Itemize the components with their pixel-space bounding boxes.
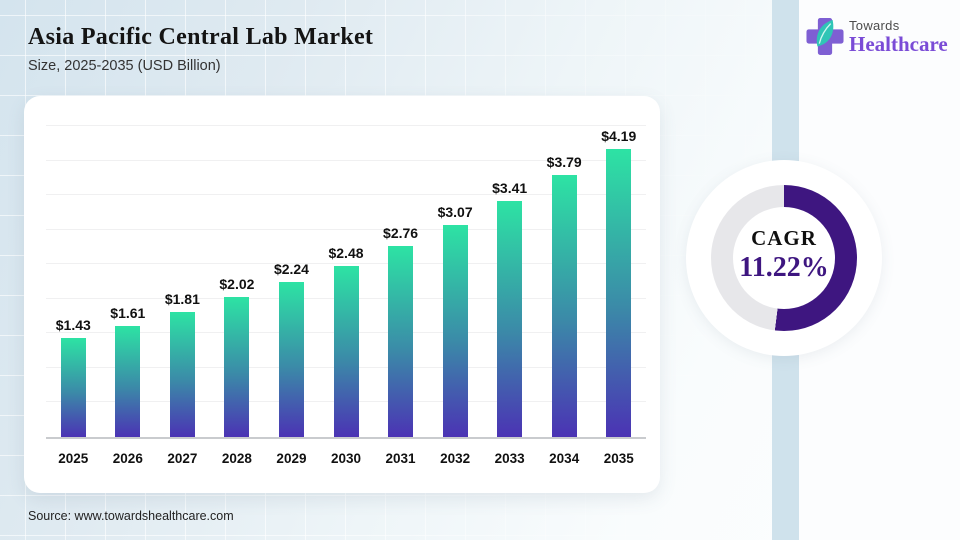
bar-column: $1.61 2026 [101,128,156,466]
bar-column: $3.79 2034 [537,128,592,466]
chart-card: $1.43 2025 $1.61 2026 $1.81 2027 $2.02 2028 $2.2… [24,96,660,493]
bar [60,338,86,437]
bar-columns: $1.43 2025 $1.61 2026 $1.81 2027 $2.02 2028 $2.2… [46,128,646,466]
bar-value-label: $3.41 [492,180,528,197]
bar-value-label: $2.76 [383,225,419,242]
x-axis-tick-label: 2027 [167,451,198,466]
bar [115,325,141,437]
bar-column: $3.07 2032 [428,128,483,466]
bar-value-label: $3.07 [437,203,473,220]
x-axis-tick-label: 2031 [385,451,416,466]
x-axis-tick-label: 2025 [58,451,89,466]
bar [224,297,250,437]
x-axis-tick-label: 2033 [494,451,525,466]
bar-value-label: $3.79 [546,154,582,171]
cagr-text-block: CAGR 11.22% [686,157,882,353]
x-axis-tick-label: 2035 [603,451,634,466]
gridline [46,228,646,230]
bar [606,149,632,437]
bar [333,265,359,437]
gridline [46,194,646,196]
bar [497,201,523,437]
bar-column: $3.41 2033 [482,128,537,466]
gridline [46,263,646,265]
header: Asia Pacific Central Lab Market Size, 20… [28,24,373,74]
bar [278,282,304,437]
bar-column: $2.02 2028 [210,128,265,466]
brand-logo: Towards Healthcare [806,15,948,57]
bar [169,311,195,437]
cagr-donut: CAGR 11.22% [686,160,882,356]
bar-value-label: $1.81 [164,290,200,307]
brand-name-top: Towards [849,18,900,33]
cagr-label: CAGR [751,226,817,250]
bar-value-label: $2.02 [219,276,255,293]
x-axis-tick-label: 2029 [276,451,307,466]
bar-value-label: $1.43 [55,317,91,334]
bar-column: $1.81 2027 [155,128,210,466]
bar [388,246,414,437]
bar-value-label: $4.19 [601,128,637,144]
gridline [46,159,646,161]
brand-name-bottom: Healthcare [849,32,948,56]
page-subtitle: Size, 2025-2035 (USD Billion) [28,58,221,74]
source-text: Source: www.towardshealthcare.com [28,509,234,523]
gridline [46,125,646,126]
cagr-value: 11.22% [739,252,829,283]
bar [442,224,468,437]
cagr-donut-ring [711,185,857,331]
bar-column: $4.19 2035 [591,128,646,466]
x-axis-tick-label: 2030 [330,451,362,466]
brand-wordmark: Towards Healthcare [849,15,948,55]
bar-column: $2.48 2030 [319,128,374,466]
page-title: Asia Pacific Central Lab Market [28,24,374,50]
bar-value-label: $2.24 [273,261,309,278]
bar-column: $1.43 2025 [46,128,101,466]
x-axis-tick-label: 2032 [440,451,471,466]
footer: Source: www.towardshealthcare.com [28,509,234,523]
bar-column: $2.76 2031 [373,128,428,466]
bar-chart-plot: $1.43 2025 $1.61 2026 $1.81 2027 $2.02 2028 $2.2… [46,125,646,466]
bar [551,175,577,437]
cross-leaf-icon [806,17,844,55]
x-axis-tick-label: 2026 [112,451,143,466]
bar-column: $2.24 2029 [264,128,319,466]
bar-value-label: $1.61 [110,304,146,321]
bar-value-label: $2.48 [328,244,364,261]
x-axis-tick-label: 2034 [549,451,580,466]
x-axis-tick-label: 2028 [221,451,252,466]
